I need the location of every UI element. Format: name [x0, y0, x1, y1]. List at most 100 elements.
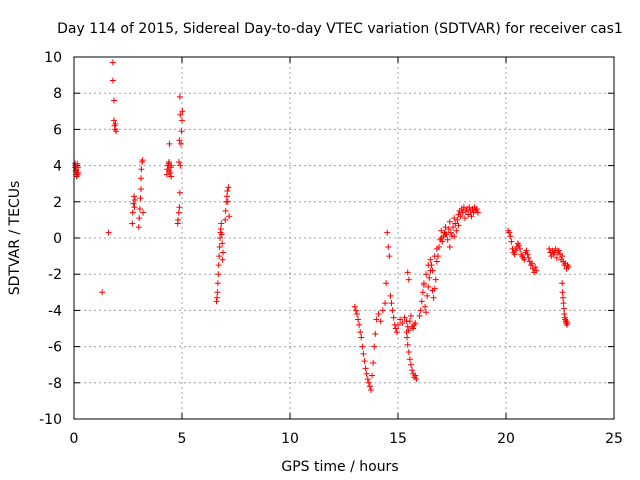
data-point [430, 294, 437, 301]
data-point [388, 300, 395, 307]
data-point [425, 262, 432, 269]
data-point [214, 289, 221, 296]
data-point [532, 263, 539, 270]
data-point [446, 218, 453, 225]
data-point [401, 314, 408, 321]
data-point [218, 220, 225, 227]
data-point [445, 225, 452, 232]
data-point [552, 245, 559, 252]
data-point [433, 245, 440, 252]
data-point [222, 207, 229, 214]
data-point [406, 356, 413, 363]
data-point [459, 209, 466, 216]
data-point [409, 367, 416, 374]
data-point [473, 206, 480, 213]
data-point [365, 379, 372, 386]
data-point [564, 320, 571, 327]
data-point [405, 349, 412, 356]
x-tick-label: 5 [178, 431, 187, 447]
data-point [363, 370, 370, 377]
data-point [215, 262, 222, 269]
data-point [565, 263, 572, 270]
data-point [517, 245, 524, 252]
data-point [372, 330, 379, 337]
data-point [447, 229, 454, 236]
y-tick-label: -4 [48, 303, 62, 319]
data-point [387, 292, 394, 299]
data-point [559, 280, 566, 287]
data-point [219, 240, 226, 247]
data-point [511, 251, 518, 258]
data-point [356, 321, 363, 328]
data-point [178, 128, 185, 135]
data-point [412, 372, 419, 379]
data-point [109, 59, 116, 66]
data-point [407, 361, 414, 368]
y-tick-label: 4 [53, 159, 62, 175]
data-point [353, 311, 360, 318]
data-point [358, 334, 365, 341]
data-point [451, 215, 458, 222]
data-point [136, 206, 143, 213]
data-point [413, 376, 420, 383]
data-point [404, 341, 411, 348]
data-point [224, 187, 231, 194]
data-point [454, 216, 461, 223]
chart-title: Day 114 of 2015, Sidereal Day-to-day VTE… [57, 21, 623, 37]
data-point [468, 213, 475, 220]
data-point [179, 108, 186, 115]
data-point [166, 140, 173, 147]
data-point [175, 216, 182, 223]
data-point [213, 294, 220, 301]
data-point [392, 325, 399, 332]
data-point [223, 193, 230, 200]
data-point [351, 303, 358, 310]
data-point [474, 209, 481, 216]
data-point [451, 233, 458, 240]
data-point [385, 244, 392, 251]
data-point [136, 215, 143, 222]
data-point [176, 93, 183, 100]
data-point [110, 97, 117, 104]
data-point [528, 260, 535, 267]
data-point [466, 204, 473, 211]
data-point [179, 117, 185, 124]
data-point [371, 343, 378, 350]
data-point [377, 318, 384, 325]
data-point [105, 229, 112, 236]
plot-frame [73, 56, 615, 420]
data-point [424, 292, 431, 299]
data-point [166, 158, 173, 165]
data-point [138, 166, 145, 173]
data-point [418, 298, 425, 305]
data-point [137, 175, 144, 182]
data-point [546, 245, 553, 252]
data-point [524, 251, 531, 258]
data-point [426, 274, 433, 281]
data-point [224, 198, 231, 205]
data-point [129, 220, 136, 227]
data-point [112, 120, 119, 127]
data-point [515, 242, 522, 249]
data-point [370, 359, 377, 366]
data-point [455, 222, 462, 229]
grid-lines [74, 57, 614, 419]
y-tick-label: -10 [39, 412, 62, 428]
data-point [410, 325, 417, 332]
data-point [423, 271, 430, 278]
data-point [130, 200, 137, 207]
data-point [362, 365, 369, 372]
data-point [450, 224, 457, 231]
x-tick-label: 0 [70, 431, 79, 447]
data-point [431, 285, 438, 292]
data-point [355, 316, 362, 323]
data-point [416, 312, 423, 319]
data-point [359, 343, 366, 350]
data-point [560, 300, 567, 307]
data-point [177, 162, 184, 169]
data-point [390, 314, 397, 321]
data-point [131, 196, 138, 203]
y-tick-label: -2 [48, 267, 62, 283]
data-point [425, 283, 432, 290]
